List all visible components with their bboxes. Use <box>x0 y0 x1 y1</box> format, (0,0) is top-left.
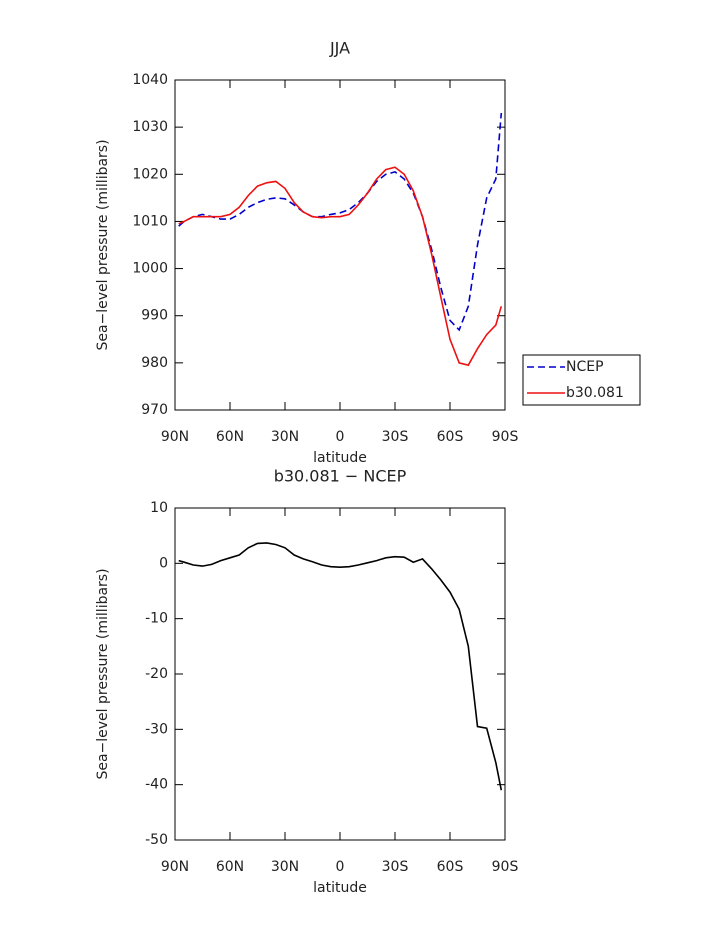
plot-frame <box>174 507 506 841</box>
x-tick-label: 60S <box>437 859 464 875</box>
x-axis-label: latitude <box>313 450 367 466</box>
plot-frame <box>174 79 506 411</box>
x-tick-label: 30S <box>382 429 409 445</box>
x-tick-label: 30S <box>382 859 409 875</box>
chart-title: JJA <box>329 39 350 58</box>
y-tick-label: -30 <box>145 721 168 737</box>
x-tick-label: 90N <box>161 859 189 875</box>
x-tick-label: 90N <box>161 429 189 445</box>
y-tick-label: 970 <box>141 402 168 418</box>
legend-label: b30.081 <box>566 385 624 401</box>
y-tick-label: 1010 <box>132 213 168 229</box>
legend-box <box>522 354 641 406</box>
x-axis-label: latitude <box>313 880 367 896</box>
data-line <box>178 542 503 791</box>
legend-label: NCEP <box>566 359 604 375</box>
y-tick-label: 0 <box>159 555 168 571</box>
y-axis-label: Sea−level pressure (millibars) <box>95 139 111 350</box>
x-tick-label: 0 <box>336 859 345 875</box>
x-tick-label: 30N <box>271 429 299 445</box>
y-axis-label: Sea−level pressure (millibars) <box>95 568 111 779</box>
y-tick-label: 1030 <box>132 119 168 135</box>
x-tick-label: 60S <box>437 429 464 445</box>
x-tick-label: 0 <box>336 429 345 445</box>
y-tick-label: 1020 <box>132 166 168 182</box>
y-tick-label: -50 <box>145 832 168 848</box>
y-tick-label: 1000 <box>132 261 168 277</box>
y-tick-label: 990 <box>141 308 168 324</box>
y-tick-label: -20 <box>145 666 168 682</box>
x-tick-label: 30N <box>271 859 299 875</box>
chart-title: b30.081 − NCEP <box>274 467 407 486</box>
y-tick-label: 10 <box>150 500 168 516</box>
y-tick-label: -10 <box>145 611 168 627</box>
y-tick-label: 980 <box>141 355 168 371</box>
data-line <box>178 166 503 367</box>
x-tick-label: 90S <box>492 859 519 875</box>
data-line <box>178 112 503 332</box>
x-tick-label: 60N <box>216 859 244 875</box>
x-tick-label: 60N <box>216 429 244 445</box>
y-tick-label: 1040 <box>132 72 168 88</box>
x-tick-label: 90S <box>492 429 519 445</box>
y-tick-label: -40 <box>145 777 168 793</box>
